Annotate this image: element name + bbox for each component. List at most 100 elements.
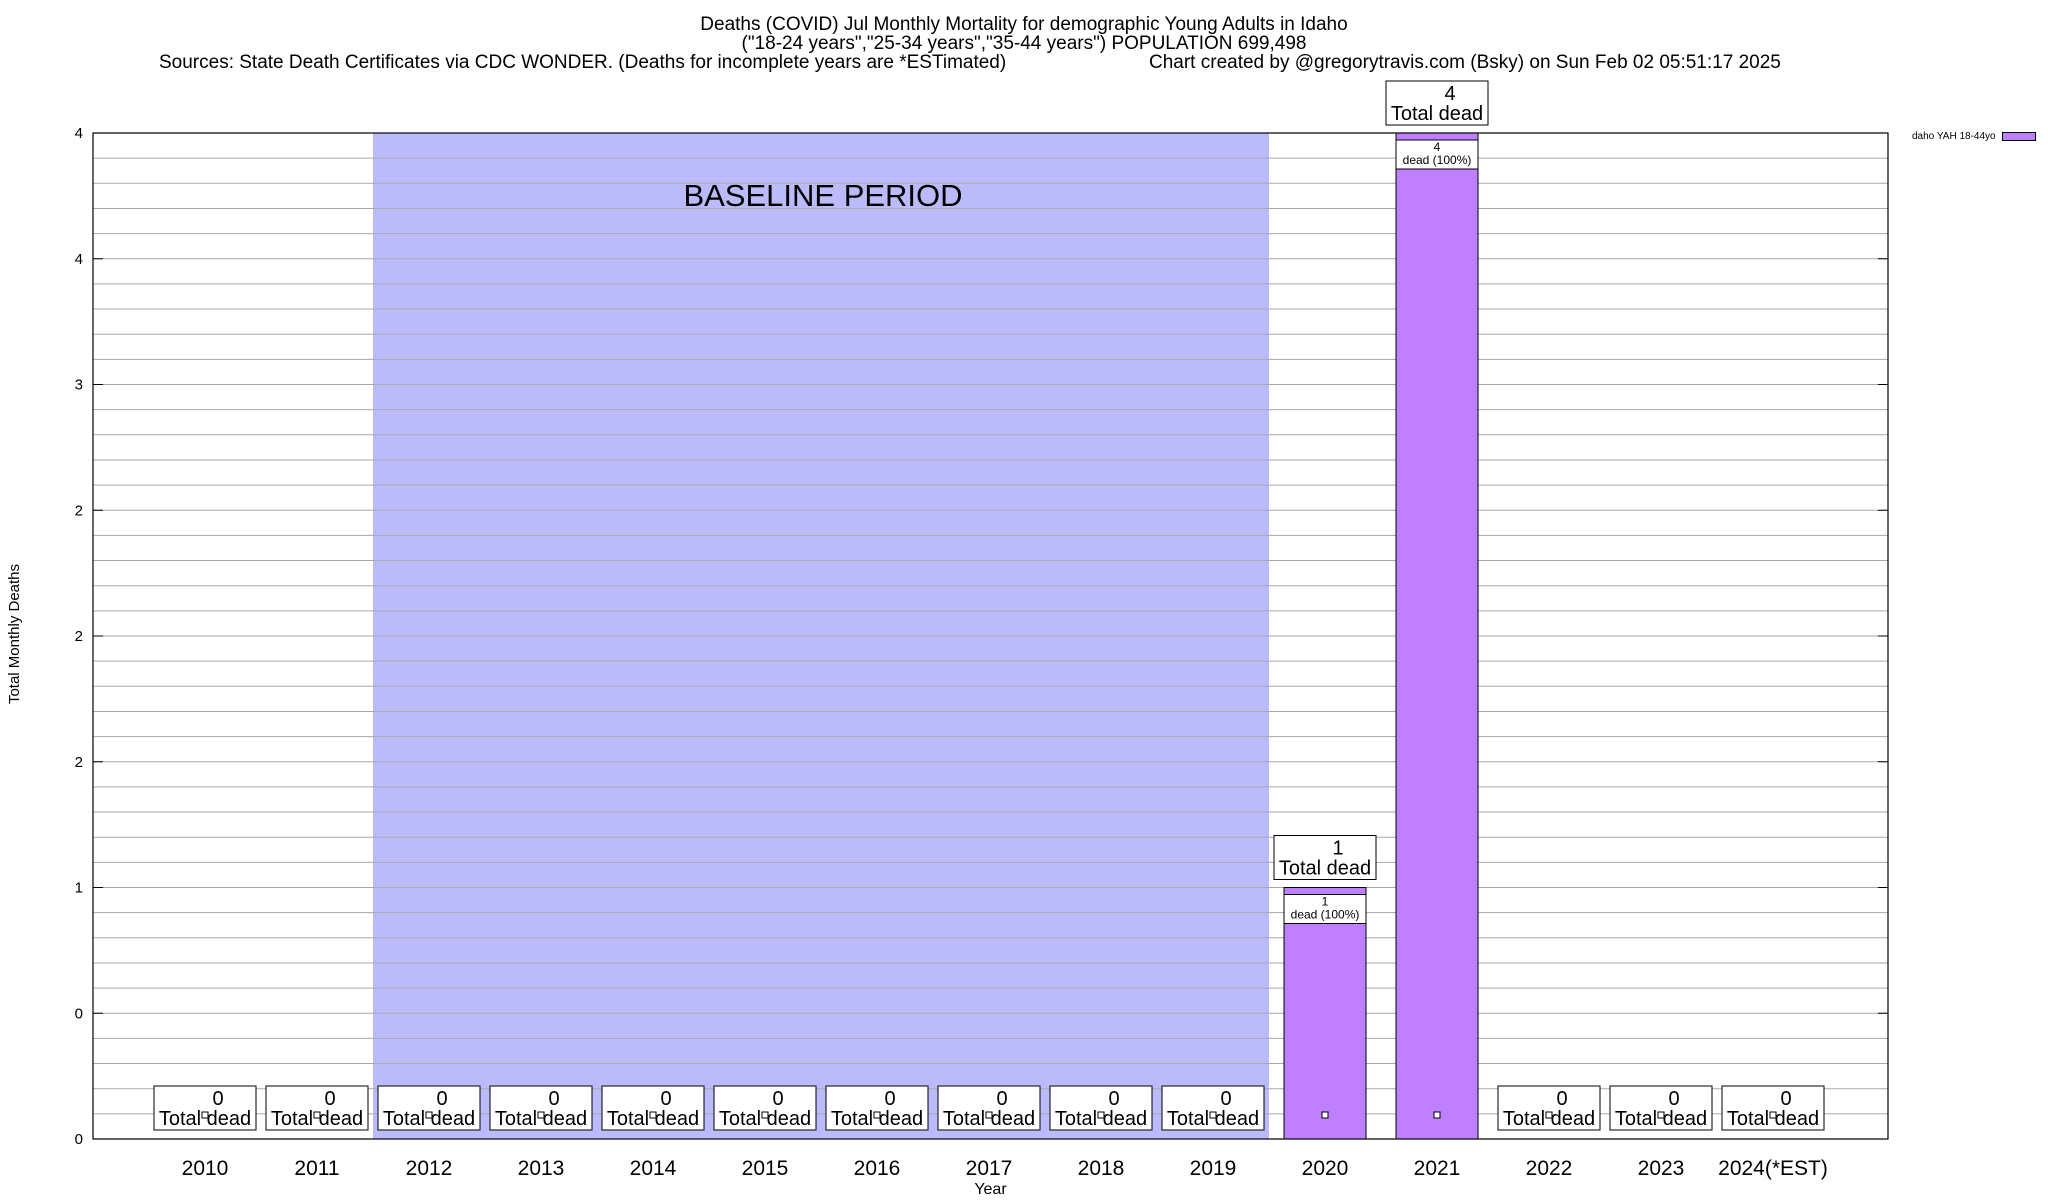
x-tick-label: 2011	[294, 1157, 339, 1180]
x-tick-marker	[1545, 1111, 1553, 1119]
total-dead-value: 0	[772, 1088, 783, 1110]
x-tick-label: 2013	[518, 1157, 565, 1180]
total-dead-label: Total dead	[607, 1108, 699, 1130]
x-tick-label: 2012	[406, 1157, 453, 1180]
total-dead-label: Total dead	[1055, 1108, 1147, 1130]
total-dead-value: 0	[1780, 1088, 1791, 1110]
x-tick-label: 2021	[1414, 1157, 1461, 1180]
total-dead-value: 0	[1668, 1088, 1679, 1110]
x-tick-marker	[537, 1111, 545, 1119]
total-dead-label: Total dead	[1279, 858, 1371, 880]
total-dead-label: Total dead	[831, 1108, 923, 1130]
chart-credit-note: Chart created by @gregorytravis.com (Bsk…	[1149, 52, 1781, 73]
total-dead-box	[1497, 1085, 1601, 1131]
x-tick-marker	[1433, 1111, 1441, 1119]
x-tick-label: 2014	[630, 1157, 677, 1180]
legend-series-label: daho YAH 18-44yo	[1912, 131, 1996, 142]
x-axis-label: Year	[974, 1181, 1007, 1198]
total-dead-box	[1161, 1085, 1265, 1131]
y-tick-label: 4	[75, 125, 83, 142]
total-dead-label: Total dead	[719, 1108, 811, 1130]
total-dead-label: Total dead	[1727, 1108, 1819, 1130]
x-tick-marker	[761, 1111, 769, 1119]
x-tick-label: 2022	[1526, 1157, 1573, 1180]
total-dead-label: Total dead	[1391, 103, 1483, 125]
total-dead-value: 1	[1332, 838, 1343, 860]
x-tick-label: 2015	[742, 1157, 789, 1180]
total-dead-box	[153, 1085, 257, 1131]
y-tick-label: 1	[75, 880, 83, 897]
total-dead-label: Total dead	[1503, 1108, 1595, 1130]
x-tick-label: 2019	[1190, 1157, 1237, 1180]
x-tick-label: 2016	[854, 1157, 901, 1180]
x-tick-marker	[313, 1111, 321, 1119]
y-tick-label: 0	[75, 1005, 83, 1022]
total-dead-value: 0	[324, 1088, 335, 1110]
bar-inner-label-box	[1395, 139, 1479, 170]
total-dead-box	[1273, 835, 1377, 880]
bar-inner-label-value: 1	[1322, 895, 1329, 909]
total-dead-value: 0	[1556, 1088, 1567, 1110]
x-tick-marker	[1769, 1111, 1777, 1119]
total-dead-label: Total dead	[1167, 1108, 1259, 1130]
bar-inner-label-text: dead (100%)	[1291, 908, 1360, 922]
total-dead-label: Total dead	[383, 1108, 475, 1130]
total-dead-value: 0	[1108, 1088, 1119, 1110]
x-tick-marker	[201, 1111, 209, 1119]
total-dead-label: Total dead	[1615, 1108, 1707, 1130]
x-tick-label: 2010	[182, 1157, 229, 1180]
bar-inner-label-value: 4	[1434, 140, 1441, 154]
plot-frame	[92, 132, 1889, 1140]
x-tick-marker	[1657, 1111, 1665, 1119]
total-dead-box	[489, 1085, 593, 1131]
x-tick-marker	[1321, 1111, 1329, 1119]
total-dead-box	[1721, 1085, 1825, 1131]
x-tick-label: 2024(*EST)	[1718, 1157, 1828, 1180]
x-tick-marker	[1097, 1111, 1105, 1119]
x-tick-marker	[425, 1111, 433, 1119]
x-tick-label: 2017	[966, 1157, 1013, 1180]
chart-legend: daho YAH 18-44yo	[1912, 131, 2036, 142]
x-tick-marker	[1209, 1111, 1217, 1119]
total-dead-value: 0	[996, 1088, 1007, 1110]
total-dead-label: Total dead	[495, 1108, 587, 1130]
total-dead-value: 0	[1220, 1088, 1231, 1110]
bar-2021	[1395, 132, 1479, 1140]
total-dead-box	[1609, 1085, 1713, 1131]
chart-title-line-1: Deaths (COVID) Jul Monthly Mortality for…	[700, 14, 1348, 35]
total-dead-value: 0	[660, 1088, 671, 1110]
y-tick-label: 2	[75, 754, 83, 771]
total-dead-label: Total dead	[943, 1108, 1035, 1130]
total-dead-box	[265, 1085, 369, 1131]
total-dead-label: Total dead	[271, 1108, 363, 1130]
x-tick-marker	[985, 1111, 993, 1119]
total-dead-value: 0	[884, 1088, 895, 1110]
total-dead-box	[937, 1085, 1041, 1131]
chart-sources-note: Sources: State Death Certificates via CD…	[159, 52, 1007, 73]
total-dead-box	[825, 1085, 929, 1131]
legend-series-swatch	[2001, 132, 2036, 141]
total-dead-value: 0	[436, 1088, 447, 1110]
y-tick-label: 3	[75, 377, 83, 394]
bar-inner-label-text: dead (100%)	[1403, 153, 1472, 167]
y-tick-label: 2	[75, 628, 83, 645]
chart-title-line-2: ("18-24 years","25-34 years","35-44 year…	[741, 33, 1307, 54]
x-tick-label: 2018	[1078, 1157, 1125, 1180]
bar-2020	[1283, 887, 1367, 1140]
total-dead-box	[713, 1085, 817, 1131]
total-dead-value: 0	[212, 1088, 223, 1110]
y-tick-label: 0	[75, 1131, 83, 1148]
total-dead-value: 0	[548, 1088, 559, 1110]
total-dead-box	[1049, 1085, 1153, 1131]
bar-inner-label-box	[1283, 894, 1367, 924]
x-tick-marker	[873, 1111, 881, 1119]
total-dead-value: 4	[1444, 83, 1455, 105]
total-dead-box	[601, 1085, 705, 1131]
total-dead-label: Total dead	[159, 1108, 251, 1130]
total-dead-box	[1385, 80, 1489, 126]
x-tick-label: 2020	[1302, 1157, 1349, 1180]
baseline-period-label: BASELINE PERIOD	[683, 178, 962, 213]
x-tick-marker	[649, 1111, 657, 1119]
y-tick-label: 2	[75, 502, 83, 519]
